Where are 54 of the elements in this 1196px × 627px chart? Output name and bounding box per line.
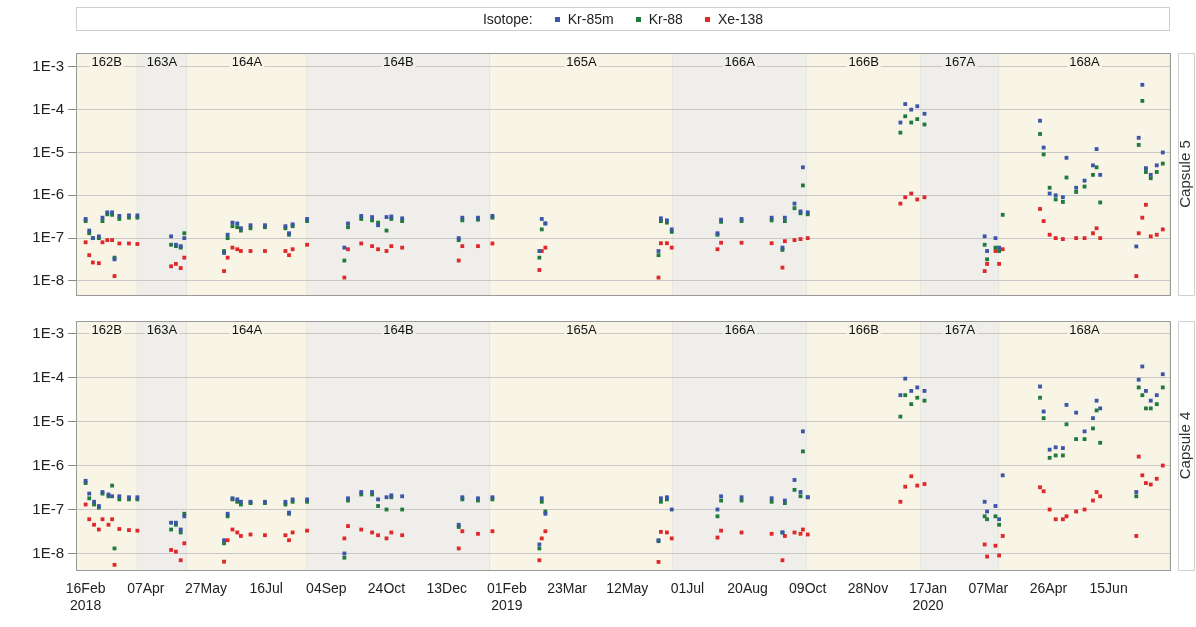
band-label: 162B: [91, 322, 122, 338]
x-tick-label: 07Mar: [968, 580, 1009, 597]
y-tick-label: 1E-3: [32, 56, 64, 74]
x-tick-label: 20Aug: [727, 580, 768, 597]
band-label: 162B: [91, 54, 122, 70]
band-label: 168A: [1069, 54, 1101, 70]
band-label: 164B: [383, 54, 414, 70]
x-tick-label: 16Jul: [249, 580, 283, 597]
y-tick-label: 1E-8: [32, 543, 64, 561]
band-label: 164B: [383, 322, 414, 338]
band-label: 167A: [944, 54, 976, 70]
x-tick-label: 24Oct: [367, 580, 406, 597]
y-tick-label: 1E-7: [32, 499, 64, 517]
band-label: 165A: [566, 322, 597, 338]
y-tick-label: 1E-8: [32, 271, 64, 289]
y-tick-label: 1E-5: [32, 142, 64, 160]
band-label: 164A: [231, 54, 263, 70]
x-tick-label: 28Nov: [847, 580, 889, 597]
x-tick-label: 01Feb 2019: [487, 580, 527, 614]
y-tick-label: 1E-4: [32, 367, 64, 385]
x-tick-label: 12May: [606, 580, 649, 597]
y-tick-label: 1E-7: [32, 228, 64, 246]
legend-label: Kr-85m: [567, 11, 614, 27]
x-tick-label: 07Apr: [127, 580, 165, 597]
x-tick-label: 09Oct: [789, 580, 827, 597]
band-label: 163A: [146, 54, 178, 70]
x-tick-label: 04Sep: [306, 580, 347, 597]
band-label: 168A: [1069, 322, 1101, 338]
x-tick-label: 23Mar: [547, 580, 588, 597]
y-tick-label: 1E-4: [32, 99, 64, 117]
legend-label: Xe-138: [717, 11, 764, 27]
x-tick-label: 26Apr: [1029, 580, 1068, 597]
y-tick-label: 1E-3: [32, 323, 64, 341]
band-label: 167A: [944, 322, 976, 338]
legend-title: Isotope:: [482, 11, 533, 27]
x-tick-label: 15Jun: [1089, 580, 1128, 597]
text: Capsule 4: [1176, 411, 1194, 480]
text: Capsule 5: [1176, 140, 1194, 208]
x-tick-label: 13Dec: [426, 580, 467, 597]
band-label: 166B: [848, 54, 879, 70]
y-tick-label: 1E-6: [32, 185, 64, 203]
y-tick-label: 1E-6: [32, 455, 64, 473]
band-label: 166A: [724, 54, 756, 70]
band-label: 166B: [848, 322, 879, 338]
x-tick-label: 01Jul: [670, 580, 705, 597]
x-tick-label: 17Jan 2020: [909, 580, 948, 614]
band-label: 164A: [231, 322, 263, 338]
x-tick-label: 27May: [184, 580, 227, 597]
band-label: 166A: [724, 322, 756, 338]
legend-label: Kr-88: [648, 11, 683, 27]
band-label: 163A: [146, 322, 178, 338]
band-label: 165A: [566, 54, 597, 70]
x-tick-label: 16Feb 2018: [65, 580, 106, 614]
y-tick-label: 1E-5: [32, 411, 64, 429]
